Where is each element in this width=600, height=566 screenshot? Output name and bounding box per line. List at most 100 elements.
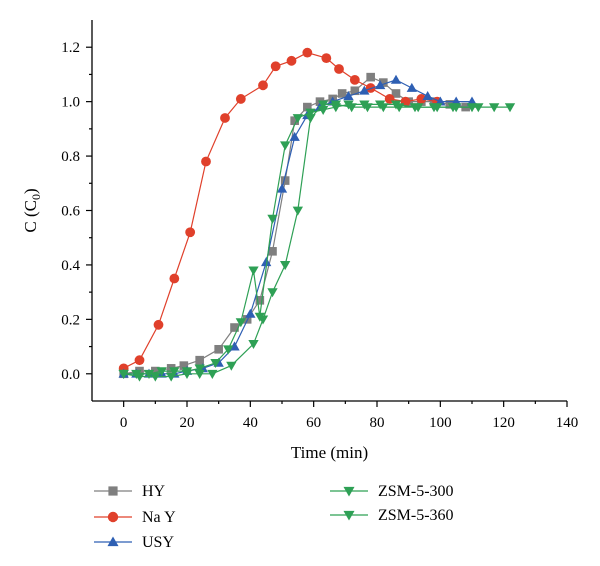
legend-marker [107, 536, 119, 547]
y-tick-label: 0.6 [61, 204, 80, 220]
data-point [258, 80, 268, 91]
data-point [346, 103, 357, 113]
legend-marker [107, 511, 119, 523]
data-point [270, 61, 281, 72]
data-point [286, 55, 297, 66]
legend-item: HY [94, 483, 166, 500]
data-point [504, 103, 516, 113]
y-tick-label: 0.0 [61, 367, 80, 383]
data-point [432, 103, 443, 113]
x-tick-label: 40 [243, 415, 258, 431]
data-point [292, 114, 303, 124]
data-point [151, 366, 160, 376]
series-line [123, 103, 472, 375]
axis-ticks: 0 20 40 60 80 100 120 140 0.0 0.2 0.4 0.6 0.8 1.0 1.2 [61, 40, 578, 431]
legend-marker [343, 510, 355, 521]
series-line [123, 103, 510, 378]
data-point [290, 116, 299, 125]
legend-label: ZSM-5-300 [378, 483, 454, 500]
data-point [422, 91, 433, 101]
y-tick-label: 0.8 [61, 149, 80, 165]
series-layer [118, 47, 516, 382]
legend: HY Na Y USY ZSM-5-300 ZSM-5-360 [94, 483, 454, 551]
data-point [394, 103, 405, 113]
data-point [321, 53, 332, 63]
data-point [166, 372, 177, 382]
series-zsm-5-300 [118, 100, 478, 379]
y-tick-label: 1.0 [61, 95, 80, 111]
legend-item: ZSM-5-300 [330, 483, 454, 500]
data-point [391, 89, 401, 98]
data-point [390, 74, 402, 84]
data-point [473, 103, 484, 113]
data-point [305, 114, 316, 124]
data-point [379, 78, 388, 87]
x-tick-label: 140 [556, 415, 579, 431]
data-point [248, 339, 259, 350]
data-point [337, 89, 347, 98]
data-point [150, 372, 161, 382]
y-axis-title-main: C (C [21, 200, 40, 233]
data-point [235, 94, 246, 104]
data-point [302, 47, 313, 58]
data-point [318, 100, 329, 110]
data-point [330, 100, 341, 110]
data-point [343, 91, 354, 101]
data-point [245, 308, 256, 318]
data-point [362, 103, 373, 113]
data-point [267, 214, 278, 224]
data-point [318, 105, 329, 115]
x-axis-title: Time (min) [291, 443, 368, 462]
data-point [169, 273, 180, 284]
series-zsm-5-360 [118, 100, 516, 382]
x-tick-label: 0 [120, 415, 128, 431]
data-point [303, 102, 312, 112]
legend-item: USY [94, 534, 174, 551]
data-point [257, 315, 269, 325]
data-point [143, 369, 155, 379]
data-point [413, 103, 424, 113]
data-point [195, 355, 204, 365]
y-axis-title: C (C0) [21, 188, 43, 232]
data-point [280, 261, 291, 271]
data-point [268, 247, 277, 256]
data-point [226, 361, 237, 371]
data-point [223, 345, 234, 355]
data-point [261, 257, 272, 267]
data-point [349, 74, 360, 85]
data-point [305, 108, 316, 118]
data-point [375, 80, 386, 90]
data-point [201, 156, 211, 167]
plot-frame [91, 20, 567, 402]
data-point [289, 131, 300, 141]
legend-marker [343, 486, 355, 497]
data-point [169, 367, 180, 377]
data-point [255, 296, 265, 305]
y-axis-title-subscript: 0 [29, 194, 43, 200]
data-point [280, 141, 291, 151]
data-point [179, 361, 189, 370]
x-tick-label: 100 [429, 415, 452, 431]
data-point [194, 369, 205, 379]
data-point [451, 103, 462, 113]
data-point [359, 85, 370, 95]
legend-label: Na Y [142, 509, 176, 526]
data-point [276, 183, 288, 193]
legend-label: HY [142, 483, 166, 500]
data-point [214, 344, 223, 354]
legend-label: ZSM-5-360 [378, 507, 454, 524]
data-point [207, 369, 218, 379]
data-point [134, 355, 145, 366]
data-point [210, 359, 221, 369]
data-point [366, 72, 375, 82]
data-point [153, 319, 164, 330]
x-tick-label: 60 [306, 415, 321, 431]
data-point [220, 113, 230, 123]
x-tick-label: 20 [180, 415, 195, 431]
legend-label: USY [142, 534, 174, 551]
legend-marker [108, 486, 118, 496]
data-point [378, 103, 389, 113]
legend-item: Na Y [94, 509, 176, 526]
data-point [280, 176, 290, 185]
